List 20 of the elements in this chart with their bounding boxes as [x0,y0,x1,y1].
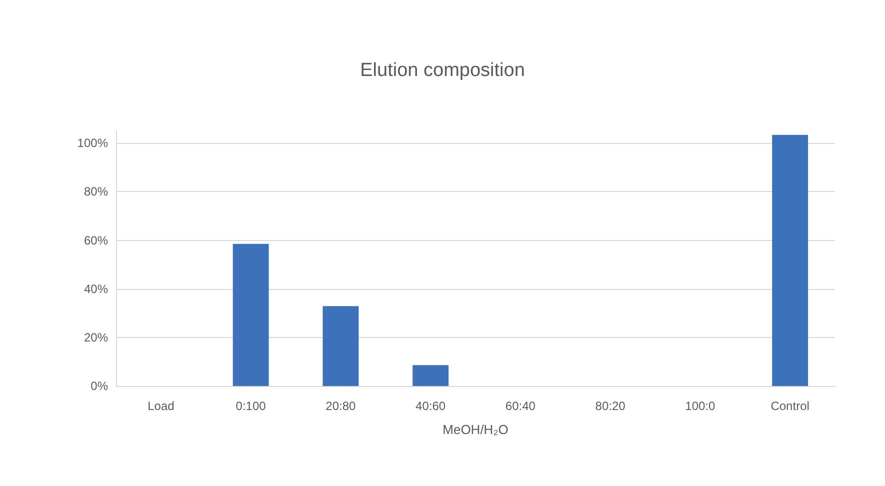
x-tick-label: 60:40 [505,399,536,413]
x-tick-label: 100:0 [685,399,716,413]
chart-title: Elution composition [360,60,525,81]
x-tick-label: 0:100 [236,399,266,413]
bar [322,306,359,386]
x-tick-label: Control [770,399,810,413]
y-tick-label: 40% [84,282,108,296]
y-tick-label: 60% [84,233,108,248]
y-tick-label: 80% [84,184,108,199]
x-tick-label: 20:80 [326,399,356,413]
bar [412,365,449,386]
bar [772,134,808,386]
x-tick-label: 40:60 [416,399,446,413]
x-tick-label: Load [148,399,174,413]
x-tick-label: 80:20 [595,399,626,413]
bar [232,244,269,386]
y-tick-label: 100% [77,136,108,150]
y-tick-label: 20% [84,330,108,344]
y-tick-label: 0% [90,379,108,393]
x-axis-title: MeOH/H₂O [442,422,508,437]
